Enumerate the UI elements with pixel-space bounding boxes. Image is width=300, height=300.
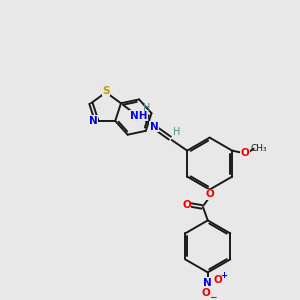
Text: O: O — [201, 288, 210, 298]
Text: H: H — [173, 127, 180, 137]
Text: O: O — [241, 148, 250, 158]
Text: CH₃: CH₃ — [251, 144, 267, 153]
Text: H: H — [143, 103, 151, 113]
Text: +: + — [220, 271, 227, 280]
Text: O: O — [205, 189, 214, 200]
Text: −: − — [209, 293, 217, 300]
Text: NH: NH — [130, 111, 147, 121]
Text: O: O — [214, 275, 223, 285]
Text: N: N — [150, 122, 158, 132]
Text: N: N — [203, 278, 212, 288]
Text: S: S — [102, 86, 110, 96]
Text: N: N — [89, 116, 98, 126]
Text: O: O — [182, 200, 191, 210]
